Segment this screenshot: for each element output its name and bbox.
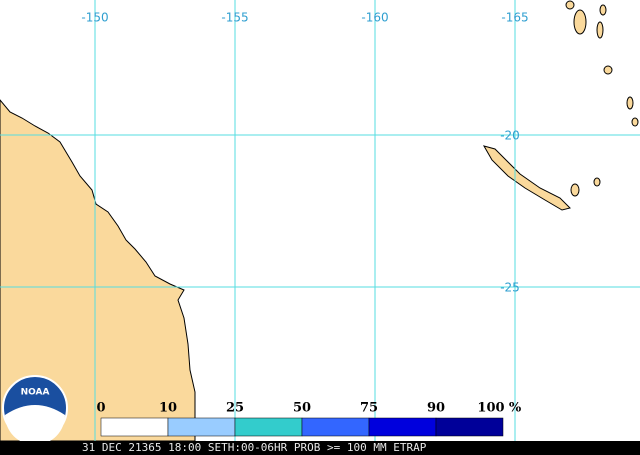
legend-unit: % <box>509 401 522 416</box>
caption: 31 DEC 21365 18:00 SETH:00-06HR PROB >= … <box>82 441 427 454</box>
lat-label: -20 <box>500 129 520 143</box>
legend-label: 0 <box>96 401 105 416</box>
legend-label: 90 <box>427 401 445 416</box>
legend-label: 75 <box>360 401 378 416</box>
australia <box>0 99 196 442</box>
noaa-logo: NOAA <box>2 375 68 445</box>
lat-label: -25 <box>500 281 520 295</box>
graticule <box>0 0 640 441</box>
lon-label: -155 <box>221 11 248 25</box>
lon-label: -150 <box>81 11 108 25</box>
caption-bar <box>0 441 640 455</box>
legend-label: 100 <box>477 401 504 416</box>
legend-label: 10 <box>159 401 177 416</box>
legend-swatch <box>167 417 236 437</box>
legend-label: 25 <box>226 401 244 416</box>
new-caledonia <box>482 145 571 211</box>
legend-swatch <box>435 417 504 437</box>
lon-label: -165 <box>501 11 528 25</box>
lon-label: -160 <box>361 11 388 25</box>
legend-swatch <box>100 417 169 437</box>
legend-swatch <box>234 417 303 437</box>
legend-swatch <box>301 417 370 437</box>
legend-swatch <box>368 417 437 437</box>
logo-text: NOAA <box>21 388 50 398</box>
islands <box>565 0 639 197</box>
legend-label: 50 <box>293 401 311 416</box>
legend: 0 10 25 50 75 90 100% <box>96 401 522 437</box>
